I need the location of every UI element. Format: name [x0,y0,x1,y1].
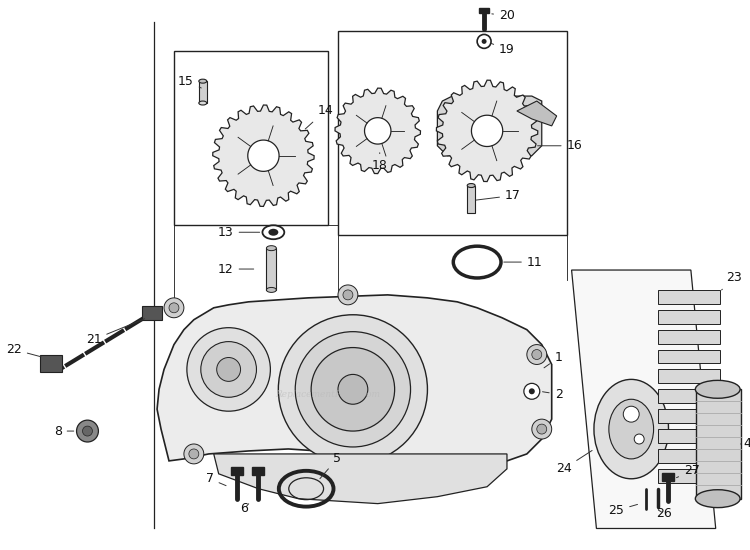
Text: 11: 11 [504,256,542,268]
Bar [658,290,720,304]
Bar [658,449,720,463]
Text: 8: 8 [54,425,74,438]
Ellipse shape [594,379,668,479]
Bar [174,51,328,225]
Circle shape [526,345,547,365]
Circle shape [187,328,271,411]
Text: 7: 7 [206,472,226,486]
Circle shape [338,285,358,305]
Polygon shape [157,295,552,469]
Text: 22: 22 [6,343,41,357]
Circle shape [338,375,368,404]
Circle shape [184,444,204,464]
Bar [658,310,720,324]
Circle shape [76,420,98,442]
Text: 6: 6 [241,502,249,515]
Bar [696,389,740,499]
Text: 26: 26 [656,507,672,520]
Text: 18: 18 [372,153,388,172]
Bar [658,370,720,383]
Polygon shape [335,88,421,174]
Polygon shape [472,115,502,146]
Bar [479,8,489,13]
Ellipse shape [268,229,278,236]
Bar [338,31,566,235]
Bar [658,409,720,423]
Circle shape [278,315,428,464]
Ellipse shape [266,288,276,293]
Text: 16: 16 [538,139,582,152]
Circle shape [201,342,256,397]
Text: 15: 15 [178,75,201,88]
Circle shape [189,449,199,459]
Text: 20: 20 [492,9,515,22]
Text: 24: 24 [556,450,592,475]
Text: 1: 1 [544,351,562,368]
Circle shape [634,434,644,444]
Circle shape [623,406,639,422]
Polygon shape [437,96,542,156]
Bar [658,469,720,483]
Polygon shape [517,101,556,126]
Bar [467,185,476,213]
Polygon shape [364,118,391,144]
Text: 27: 27 [676,464,700,477]
Polygon shape [213,105,314,206]
Ellipse shape [266,246,276,251]
Bar [658,350,720,364]
Circle shape [82,426,92,436]
Polygon shape [248,140,279,172]
Circle shape [482,39,487,44]
Ellipse shape [467,184,476,188]
Circle shape [343,290,353,300]
Circle shape [311,348,394,431]
Bar [658,329,720,344]
Text: 2: 2 [542,388,562,401]
Circle shape [164,298,184,318]
Text: 19: 19 [491,43,514,56]
Bar [142,306,162,320]
Text: 14: 14 [305,104,333,129]
Circle shape [169,303,179,313]
Text: 13: 13 [217,226,259,239]
Ellipse shape [199,101,207,105]
Circle shape [532,419,552,439]
Bar [199,81,207,103]
Text: 5: 5 [320,453,341,478]
Text: 21: 21 [86,319,145,346]
Text: 23: 23 [722,272,742,290]
Circle shape [532,350,542,360]
Bar [230,467,242,475]
Circle shape [296,332,410,447]
Text: 12: 12 [217,262,254,276]
Bar [658,389,720,403]
Circle shape [537,424,547,434]
Bar [253,467,265,475]
Ellipse shape [695,381,740,398]
Circle shape [524,383,540,399]
Text: 25: 25 [608,504,638,517]
Ellipse shape [609,399,653,459]
Text: 17: 17 [476,189,520,202]
Polygon shape [214,454,507,504]
Ellipse shape [695,490,740,508]
Bar [266,248,276,290]
Text: 4: 4 [740,437,750,450]
Polygon shape [436,80,538,182]
Circle shape [217,358,241,381]
Circle shape [529,388,535,394]
Bar [662,473,674,481]
Polygon shape [572,270,716,529]
Bar [40,355,62,372]
Ellipse shape [199,79,207,83]
Circle shape [477,35,491,48]
Text: ReplacementParts.com: ReplacementParts.com [275,390,380,399]
Ellipse shape [262,226,284,239]
Bar [658,429,720,443]
